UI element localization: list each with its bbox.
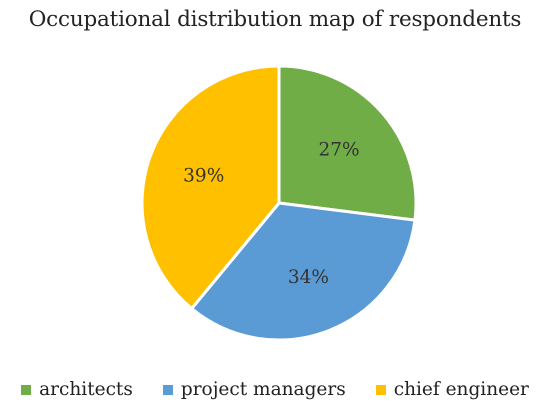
pie-slice-project-managers xyxy=(190,201,417,342)
legend-swatch-chief-engineer xyxy=(375,384,386,395)
data-label-chief-engineer: 39% xyxy=(183,165,224,186)
data-label-architects: 27% xyxy=(318,140,359,161)
pie-slice-chief-engineer xyxy=(140,64,281,311)
legend-item-chief-engineer: chief engineer xyxy=(375,379,529,400)
data-label-project-managers: 34% xyxy=(288,267,329,288)
legend: architects project managers chief engineer xyxy=(0,379,550,400)
chart-title: Occupational distribution map of respond… xyxy=(28,7,522,32)
legend-label-architects: architects xyxy=(39,379,133,400)
legend-label-project-managers: project managers xyxy=(180,379,346,400)
legend-label-chief-engineer: chief engineer xyxy=(393,379,529,400)
pie-slice-architects xyxy=(277,64,418,222)
legend-swatch-architects xyxy=(21,384,32,395)
legend-swatch-project-managers xyxy=(162,384,173,395)
legend-item-architects: architects xyxy=(21,379,133,400)
legend-item-project-managers: project managers xyxy=(162,379,346,400)
